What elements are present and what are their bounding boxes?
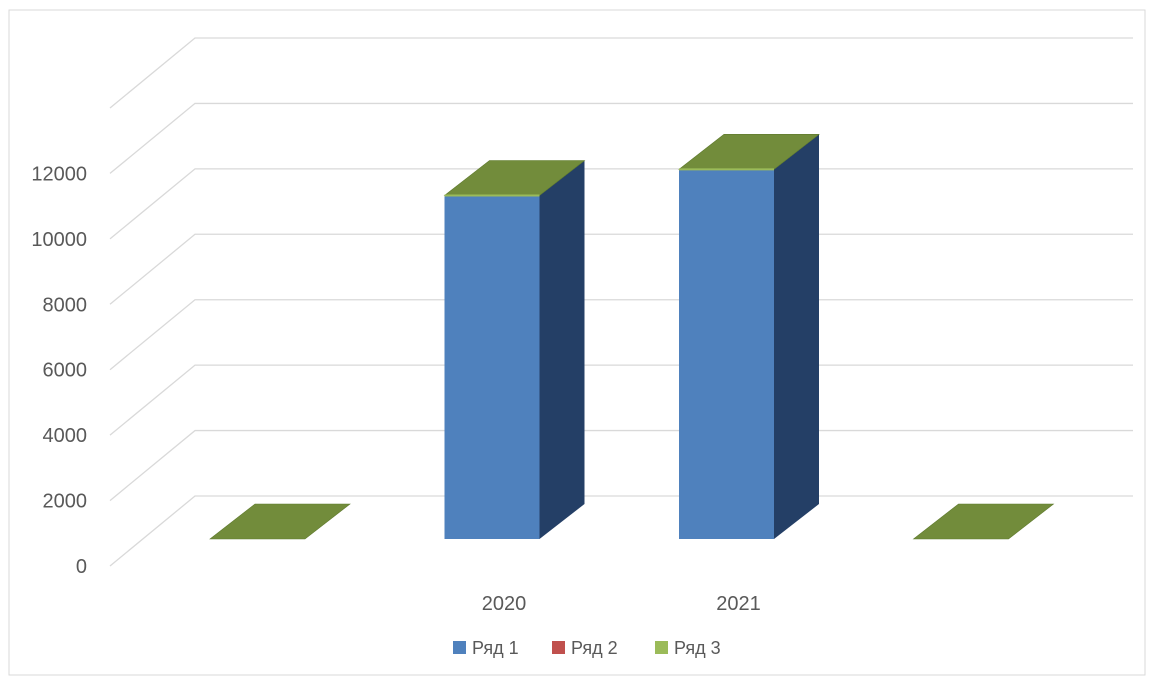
gridline [109,364,1133,436]
gridline [109,233,1133,305]
y-tick-label: 4000 [43,425,88,447]
legend-swatch [655,641,668,654]
legend-swatch [453,641,466,654]
y-axis-ticks: 0 2000 4000 6000 8000 10000 12000 [31,163,87,578]
legend: Ряд 1 Ряд 2 Ряд 3 [453,638,721,658]
bar-empty-3 [912,503,1055,540]
legend-swatch [552,641,565,654]
y-tick-label: 6000 [43,360,88,382]
gridline [109,495,1133,567]
legend-label: Ряд 1 [472,638,519,658]
gridlines [109,37,1133,567]
gridline [109,299,1133,371]
bar-2021 [678,134,820,540]
bar-top [912,503,1055,540]
x-tick-label: 2020 [482,593,527,615]
bar-top [209,503,351,540]
gridline [109,429,1133,502]
bar-2020 [443,160,586,539]
y-tick-label: 0 [76,556,87,578]
y-tick-label: 12000 [31,163,87,185]
x-axis-ticks: 2020 2021 [482,593,761,615]
bar-front [679,169,774,540]
bar-side [539,160,585,539]
bar-empty-0 [209,503,351,540]
bar-front [444,195,540,539]
bars [209,134,1055,540]
y-tick-label: 10000 [31,229,87,251]
gridline [109,37,1133,109]
legend-label: Ряд 3 [674,638,721,658]
gridline [109,102,1133,174]
legend-label: Ряд 2 [571,638,618,658]
gridline [109,168,1133,240]
bar-side [774,134,819,540]
y-tick-label: 8000 [43,294,88,316]
y-tick-label: 2000 [43,491,88,513]
x-tick-label: 2021 [716,593,761,615]
